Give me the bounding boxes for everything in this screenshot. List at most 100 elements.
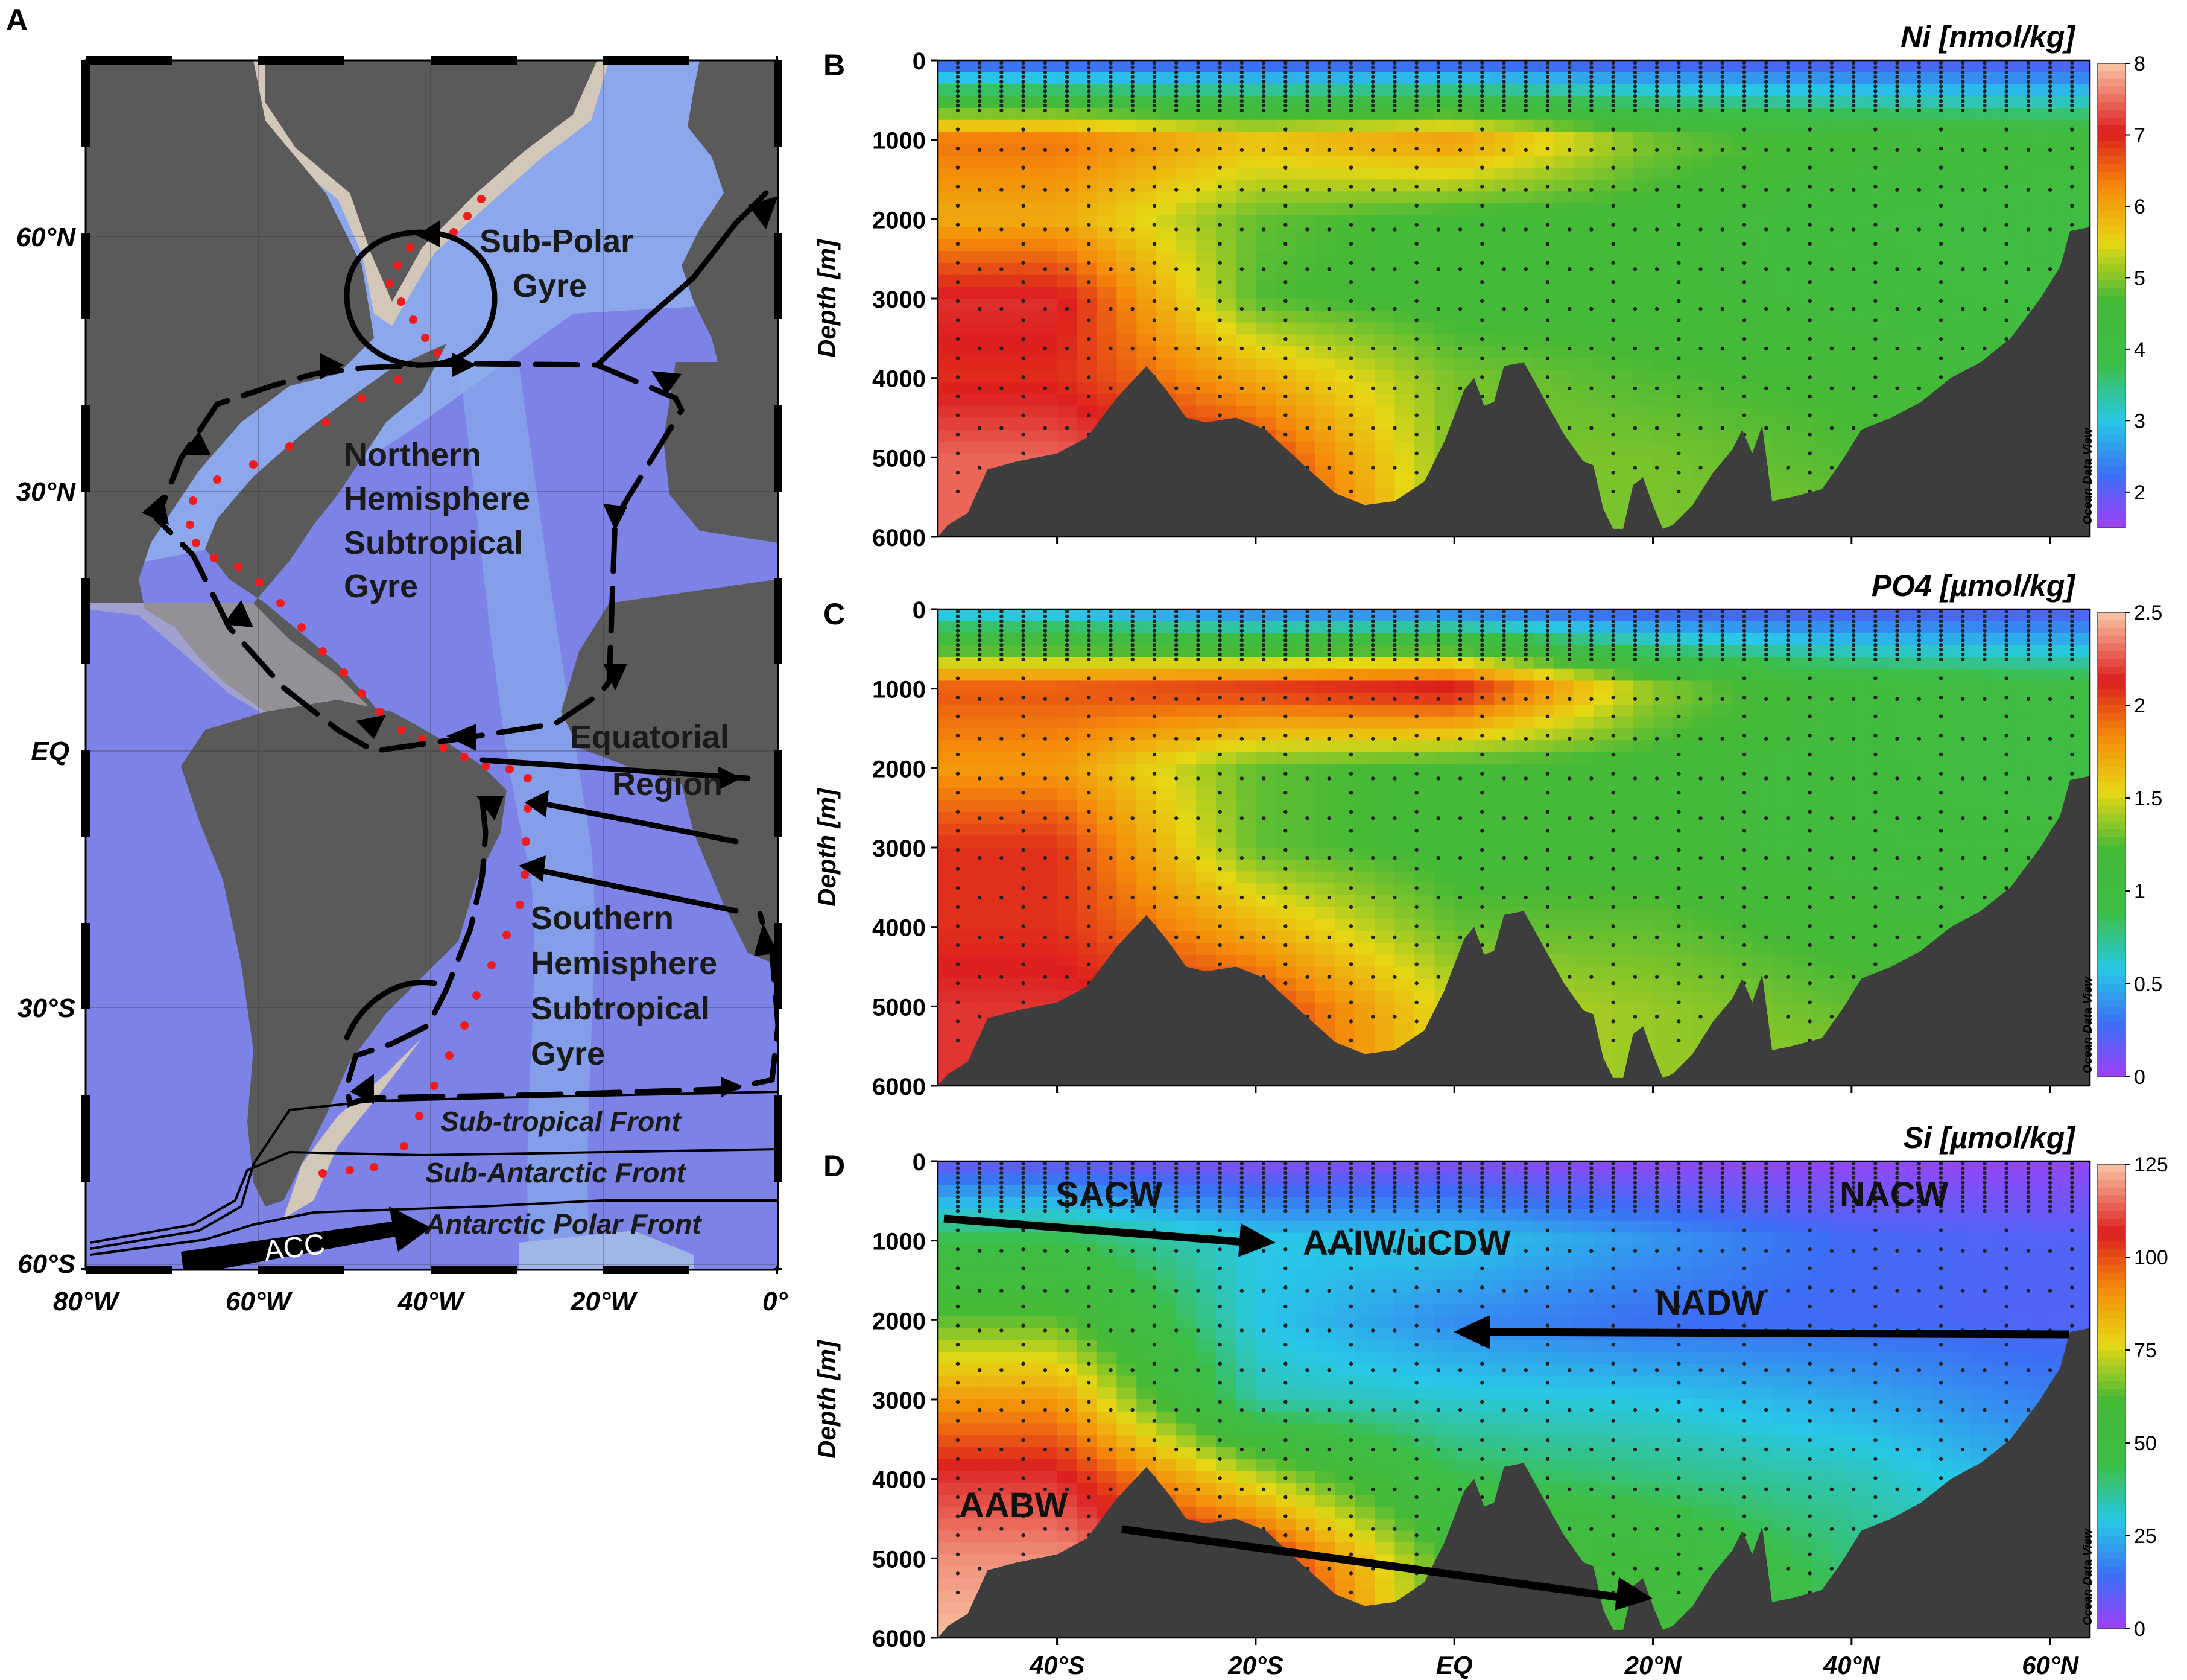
heatmap-cell [1712,274,1733,288]
sample-dot [1261,84,1266,89]
sample-dot [1152,241,1157,246]
heatmap-cell [1633,215,1654,228]
heatmap-cell [1097,274,1118,288]
heatmap-cell [1673,239,1694,252]
heatmap-cell [1494,848,1514,860]
heatmap-cell [938,1014,958,1027]
heatmap-cell [1196,239,1217,252]
heatmap-cell [1474,800,1495,813]
heatmap-cell [1454,191,1475,204]
heatmap-cell [1553,883,1574,896]
heatmap-cell [1394,1026,1416,1039]
heatmap-cell [1394,60,1416,73]
heatmap-cell [1831,156,1852,168]
heatmap-cell [1613,442,1634,454]
sample-dot [1393,70,1397,74]
heatmap-cell [1136,227,1157,240]
heatmap-cell [1255,776,1276,789]
heatmap-cell [1533,299,1554,311]
sample-dot [1939,94,1943,98]
heatmap-cell [1255,262,1276,276]
sample-dot [1545,394,1550,399]
heatmap-cell [1315,191,1336,204]
heatmap-cell [1176,645,1197,658]
heatmap-cell [1255,239,1276,252]
sample-dot [977,346,982,351]
sample-dot [1589,188,1594,192]
heatmap-cell [1275,417,1296,431]
heatmap-cell [2010,299,2031,311]
heatmap-cell [1097,310,1118,323]
heatmap-cell [1295,179,1316,192]
heatmap-cell [1414,227,1435,240]
heatmap-cell [1275,405,1296,419]
sample-dot [1720,98,1724,103]
heatmap-cell [1315,430,1336,442]
heatmap-cell [1871,144,1892,156]
heatmap-cell [997,764,1018,777]
heatmap-cell [1514,740,1534,753]
heatmap-cell [2010,84,2031,97]
heatmap-cell [1037,108,1058,121]
sample-dot [2070,80,2074,84]
sample-dot [1742,299,1747,303]
heatmap-cell [1573,417,1594,431]
map-greenland-land [265,60,597,302]
sample-dot [2004,60,2008,65]
sample-dot [1174,80,1179,84]
sample-dot [955,241,960,246]
heatmap-cell [1414,96,1435,109]
heatmap-cell [1633,358,1654,371]
sample-dot [1152,223,1157,227]
heatmap-cell [1235,287,1256,299]
heatmap-cell [1911,239,1932,252]
heatmap-cell [1732,251,1753,264]
heatmap-cell [1414,800,1435,813]
heatmap-cell [1017,287,1038,299]
sample-dot [1393,188,1397,192]
heatmap-cell [1673,346,1694,359]
sample-dot [1283,127,1288,132]
heatmap-cell [957,776,978,789]
sample-dot [1654,94,1659,98]
heatmap-cell [1375,287,1396,299]
heatmap-cell [1811,60,1832,73]
heatmap-cell [957,251,978,264]
heatmap-cell [1414,417,1435,431]
heatmap-cell [957,299,978,311]
heatmap-cell [997,693,1018,705]
heatmap-cell [997,191,1018,204]
heatmap-cell [938,72,958,85]
heatmap-cell [1811,72,1832,85]
heatmap-cell [997,943,1018,956]
heatmap-cell [1970,334,1992,347]
heatmap-cell [2050,156,2071,168]
sample-dot [1414,413,1419,417]
heatmap-cell [1017,621,1038,634]
heatmap-cell [1414,966,1435,980]
sample-dot [1174,346,1179,351]
heatmap-cell [1394,645,1416,658]
sample-dot [1677,185,1681,189]
heatmap-cell [1533,84,1554,97]
sample-dot [1873,108,1878,113]
heatmap-cell [1315,1014,1336,1027]
heatmap-cell [1057,227,1078,240]
heatmap-cell [1514,299,1534,311]
panel-b: BNi [nmol/kg]0100020003000400050006000De… [812,20,2145,551]
sample-dot [1327,306,1331,311]
heatmap-cell [1752,144,1773,156]
heatmap-cell [1434,394,1455,407]
colorbar-segment [2098,288,2125,296]
heatmap-cell [1375,1026,1396,1039]
sample-dot [2004,185,2008,189]
heatmap-cell [1275,764,1296,777]
heatmap-cell [1295,800,1316,813]
sample-dot [1414,98,1419,103]
heatmap-cell [1593,287,1614,299]
sample-dot [1218,280,1222,284]
heatmap-cell [1275,811,1296,825]
sample-dot [1829,466,1834,470]
sample-dot [2070,60,2074,65]
heatmap-cell [938,251,958,264]
